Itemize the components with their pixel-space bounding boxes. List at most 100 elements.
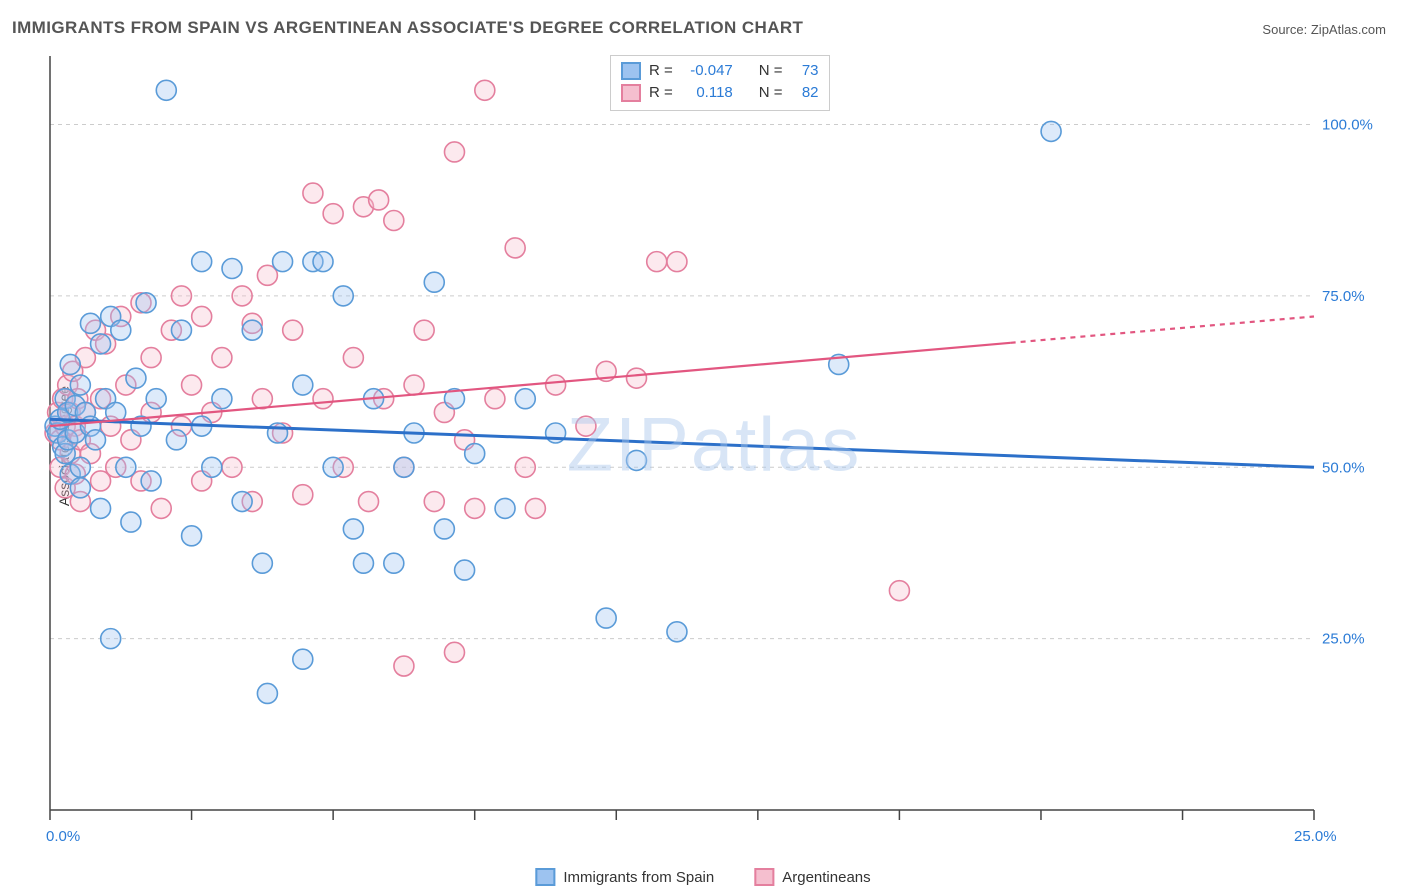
scatter-point <box>156 80 176 100</box>
scatter-point <box>141 471 161 491</box>
legend-row-argentina: R = 0.118 N = 82 <box>621 82 819 104</box>
scatter-point <box>303 183 323 203</box>
scatter-point <box>596 608 616 628</box>
scatter-point <box>141 348 161 368</box>
r-value-argentina: 0.118 <box>681 82 733 104</box>
scatter-point <box>313 252 333 272</box>
scatter-point <box>222 258 242 278</box>
scatter-point <box>626 368 646 388</box>
scatter-point <box>515 389 535 409</box>
scatter-point <box>60 354 80 374</box>
series-legend: Immigrants from Spain Argentineans <box>535 868 870 886</box>
scatter-point <box>126 368 146 388</box>
scatter-point <box>505 238 525 258</box>
scatter-point <box>232 286 252 306</box>
scatter-point <box>222 457 242 477</box>
correlation-legend: R = -0.047 N = 73 R = 0.118 N = 82 <box>610 55 830 111</box>
n-label: N = <box>759 82 783 104</box>
scatter-point <box>384 211 404 231</box>
scatter-point <box>242 320 262 340</box>
scatter-point <box>192 306 212 326</box>
r-label: R = <box>649 60 673 82</box>
scatter-point <box>136 293 156 313</box>
scatter-point <box>212 389 232 409</box>
scatter-point <box>455 560 475 580</box>
x-axis-origin-label: 0.0% <box>46 828 80 845</box>
scatter-point <box>166 430 186 450</box>
scatter-point <box>647 252 667 272</box>
scatter-point <box>369 190 389 210</box>
trend-line-dashed <box>1011 316 1314 342</box>
n-value-argentina: 82 <box>791 82 819 104</box>
scatter-point <box>1041 121 1061 141</box>
scatter-point <box>323 204 343 224</box>
scatter-point <box>257 683 277 703</box>
scatter-point <box>192 252 212 272</box>
scatter-point <box>182 526 202 546</box>
scatter-point <box>576 416 596 436</box>
scatter-point <box>171 320 191 340</box>
scatter-point <box>444 642 464 662</box>
scatter-point <box>91 334 111 354</box>
legend-item-argentina: Argentineans <box>754 868 870 886</box>
scatter-point <box>889 581 909 601</box>
scatter-point <box>475 80 495 100</box>
y-tick-label: 25.0% <box>1322 631 1365 648</box>
swatch-spain <box>621 62 641 80</box>
scatter-point <box>495 498 515 518</box>
source-label: Source: <box>1262 22 1307 37</box>
y-tick-label: 75.0% <box>1322 288 1365 305</box>
scatter-point <box>465 444 485 464</box>
chart-container: IMMIGRANTS FROM SPAIN VS ARGENTINEAN ASS… <box>0 0 1406 892</box>
scatter-point <box>116 457 136 477</box>
scatter-point <box>424 272 444 292</box>
source-name: ZipAtlas.com <box>1311 22 1386 37</box>
scatter-point <box>424 492 444 512</box>
swatch-spain <box>535 868 555 886</box>
scatter-point <box>283 320 303 340</box>
scatter-point <box>626 450 646 470</box>
r-label: R = <box>649 82 673 104</box>
scatter-point <box>546 375 566 395</box>
y-tick-label: 50.0% <box>1322 459 1365 476</box>
n-label: N = <box>759 60 783 82</box>
scatter-point <box>151 498 171 518</box>
scatter-point <box>91 498 111 518</box>
scatter-point <box>70 375 90 395</box>
x-axis-end-label: 25.0% <box>1294 828 1337 845</box>
scatter-point <box>121 512 141 532</box>
scatter-point <box>394 457 414 477</box>
scatter-point <box>434 519 454 539</box>
scatter-point <box>465 498 485 518</box>
scatter-point <box>384 553 404 573</box>
scatter-point <box>414 320 434 340</box>
scatter-point <box>293 649 313 669</box>
plot-area: 25.0%50.0%75.0%100.0% ZIPatlas R = -0.04… <box>44 50 1384 840</box>
scatter-point <box>293 485 313 505</box>
r-value-spain: -0.047 <box>681 60 733 82</box>
legend-label-spain: Immigrants from Spain <box>563 869 714 886</box>
scatter-point <box>667 252 687 272</box>
scatter-point <box>171 286 191 306</box>
scatter-point <box>80 313 100 333</box>
scatter-point <box>232 492 252 512</box>
scatter-point <box>70 478 90 498</box>
scatter-point <box>273 252 293 272</box>
scatter-point <box>182 375 202 395</box>
scatter-point <box>353 553 373 573</box>
scatter-point <box>202 457 222 477</box>
source-attribution: Source: ZipAtlas.com <box>1262 22 1386 37</box>
scatter-point <box>444 142 464 162</box>
n-value-spain: 73 <box>791 60 819 82</box>
scatter-chart-svg: 25.0%50.0%75.0%100.0% <box>44 50 1384 840</box>
scatter-point <box>101 629 121 649</box>
legend-row-spain: R = -0.047 N = 73 <box>621 60 819 82</box>
legend-item-spain: Immigrants from Spain <box>535 868 714 886</box>
scatter-point <box>515 457 535 477</box>
scatter-point <box>146 389 166 409</box>
scatter-point <box>485 389 505 409</box>
scatter-point <box>343 519 363 539</box>
scatter-point <box>252 553 272 573</box>
scatter-point <box>86 430 106 450</box>
scatter-point <box>323 457 343 477</box>
